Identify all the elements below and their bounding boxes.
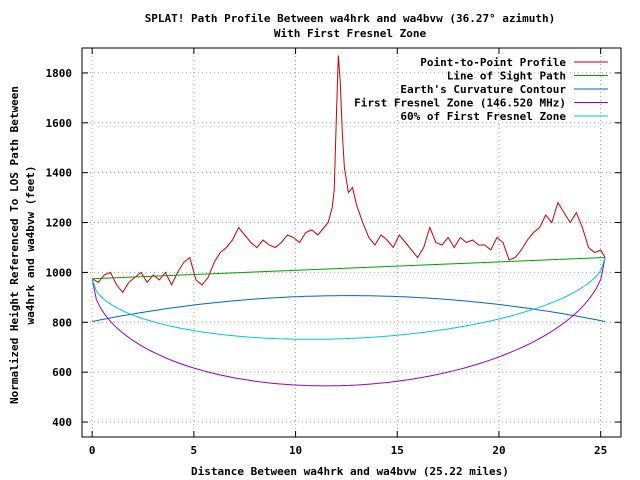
x-tick-label: 25: [594, 444, 607, 457]
y-tick-label: 600: [52, 366, 72, 379]
y-axis-label-line2: wa4hrk and wa4bvw (feet): [24, 166, 37, 325]
x-tick-label: 20: [492, 444, 505, 457]
x-tick-label: 5: [191, 444, 198, 457]
y-axis-label-line1: Normalized Height Referenced To LOS Path…: [8, 86, 21, 404]
x-tick-label: 15: [391, 444, 404, 457]
series-line-2: [92, 295, 606, 322]
series-line-3: [91, 257, 606, 387]
series-line-4: [91, 257, 606, 340]
x-axis-label: Distance Between wa4hrk and wa4bvw (25.2…: [191, 465, 509, 478]
legend-label-2: Earth's Curvature Contour: [400, 83, 566, 96]
y-tick-label: 1800: [46, 67, 73, 80]
series-line-1: [92, 257, 606, 280]
y-tick-label: 1200: [46, 217, 73, 230]
axis-ticks: 0 5 10 15 20 25 400 600 800 1000 1200 1400 1600 1800: [46, 48, 621, 457]
x-tick-label: 10: [289, 444, 302, 457]
legend-label-0: Point-to-Point Profile: [420, 56, 566, 69]
x-tick-label: 0: [89, 444, 96, 457]
y-tick-label: 800: [52, 316, 72, 329]
y-tick-label: 400: [52, 416, 72, 429]
chart-title: SPLAT! Path Profile Between wa4hrk and w…: [145, 12, 556, 25]
y-tick-label: 1600: [46, 117, 73, 130]
grid: [82, 48, 621, 437]
plot-frame: [81, 47, 622, 438]
legend-label-4: 60% of First Fresnel Zone: [400, 110, 566, 123]
y-tick-label: 1400: [46, 167, 73, 180]
legend-label-1: Line of Sight Path: [447, 70, 566, 83]
y-tick-label: 1000: [46, 266, 73, 279]
series: [91, 55, 606, 387]
series-line-0: [91, 55, 606, 294]
chart-subtitle: With First Fresnel Zone: [274, 27, 427, 40]
legend-label-3: First Fresnel Zone (146.520 MHz): [354, 97, 566, 110]
